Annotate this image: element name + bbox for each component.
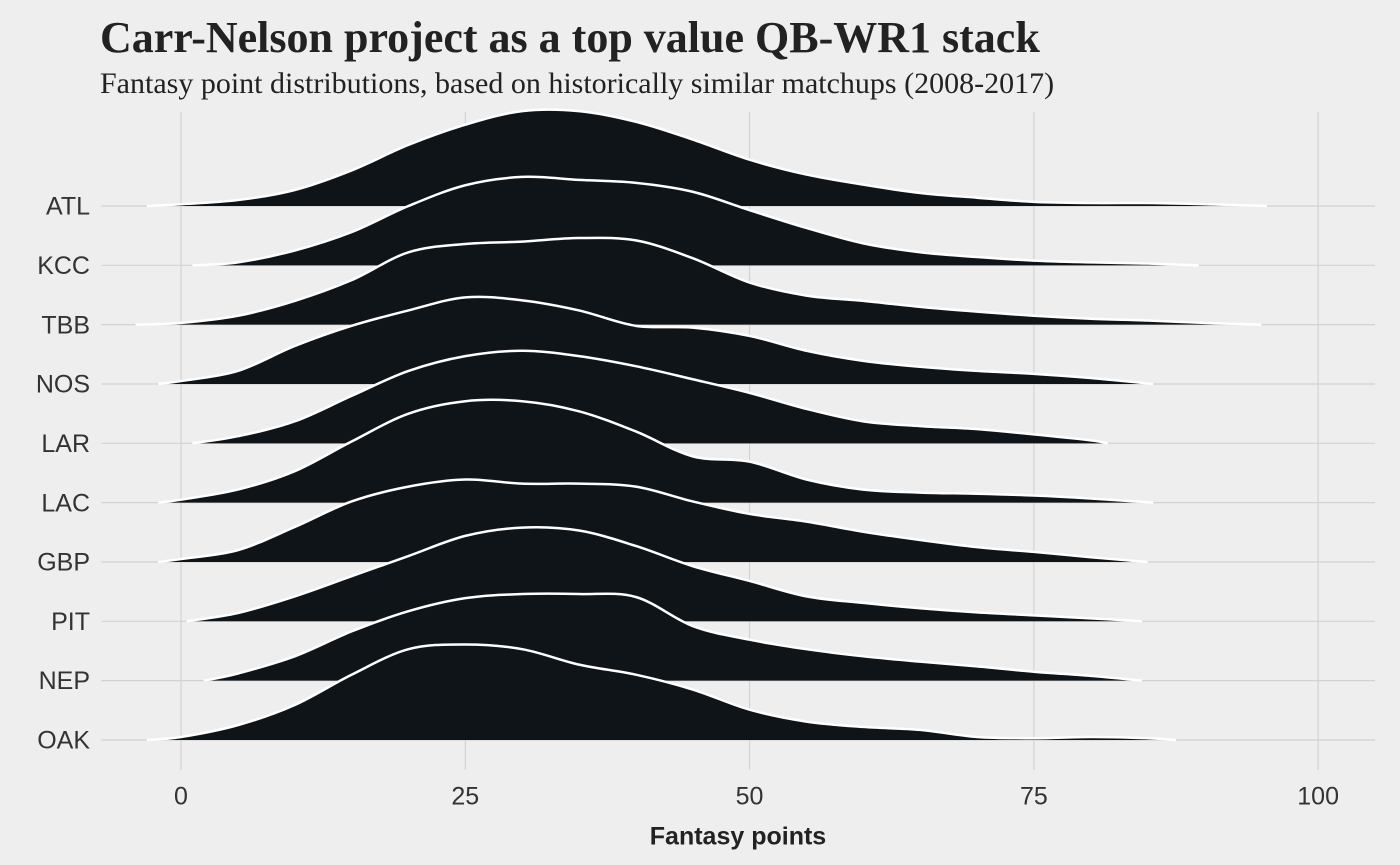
x-tick-label: 75 bbox=[1020, 783, 1048, 811]
y-tick-label: OAK bbox=[37, 727, 90, 755]
y-tick-label: LAR bbox=[41, 430, 90, 458]
ridge-area bbox=[158, 399, 1154, 503]
x-tick-label: 25 bbox=[451, 783, 479, 811]
x-tick-label: 0 bbox=[174, 783, 188, 811]
ridge-line bbox=[192, 175, 1199, 267]
ridge-line bbox=[135, 236, 1262, 326]
y-tick-label: KCC bbox=[37, 252, 90, 280]
ridge-area bbox=[158, 296, 1154, 384]
ridge-line bbox=[146, 108, 1268, 208]
ridge-area bbox=[135, 237, 1262, 325]
ridge-area bbox=[146, 109, 1267, 206]
ridge-line bbox=[158, 478, 1148, 564]
y-tick-label: GBP bbox=[37, 549, 90, 577]
ridge-line bbox=[186, 525, 1142, 623]
ridge-line bbox=[203, 592, 1143, 682]
ridge-area bbox=[158, 479, 1148, 562]
y-tick-label: ATL bbox=[46, 193, 90, 221]
y-tick-label: TBB bbox=[41, 311, 90, 339]
chart-title: Carr-Nelson project as a top value QB-WR… bbox=[100, 13, 1040, 62]
ridge-line bbox=[158, 398, 1154, 504]
x-tick-label: 50 bbox=[736, 783, 764, 811]
y-tick-label: PIT bbox=[51, 608, 90, 636]
ridge-area bbox=[192, 176, 1199, 266]
y-tick-label: NEP bbox=[39, 667, 90, 695]
y-tick-label: LAC bbox=[41, 489, 90, 517]
x-tick-label: 100 bbox=[1297, 783, 1339, 811]
ridge-line bbox=[158, 295, 1154, 386]
ridge-line bbox=[192, 349, 1109, 445]
x-axis-title: Fantasy points bbox=[650, 823, 826, 851]
ridge-line bbox=[146, 643, 1177, 742]
y-tick-label: NOS bbox=[36, 371, 90, 399]
chart-subtitle: Fantasy point distributions, based on hi… bbox=[100, 67, 1054, 100]
ridge-area bbox=[146, 644, 1176, 740]
